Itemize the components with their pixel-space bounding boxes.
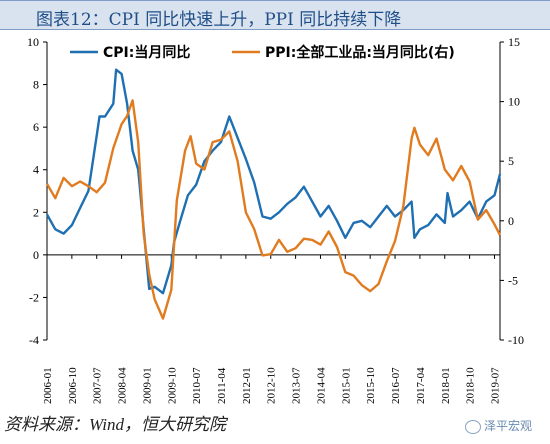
x-tick-label: 2009-01 bbox=[141, 367, 153, 404]
wechat-logo-icon bbox=[465, 419, 481, 434]
x-tick-label: 2012-10 bbox=[266, 367, 278, 404]
watermark: 泽平宏观 bbox=[465, 417, 532, 434]
x-tick-label: 2007-07 bbox=[92, 367, 104, 404]
x-tick-label: 2011-04 bbox=[216, 367, 228, 404]
x-tick-label: 2013-07 bbox=[291, 367, 303, 404]
y-left-tick-label: -2 bbox=[29, 290, 39, 304]
x-tick-label: 2018-10 bbox=[465, 367, 477, 404]
chart-title: 图表12：CPI 同比快速上升，PPI 同比持续下降 bbox=[36, 10, 402, 30]
cpi-series-line bbox=[45, 68, 502, 295]
x-tick-label: 2018-01 bbox=[440, 367, 452, 404]
watermark-text: 泽平宏观 bbox=[484, 419, 533, 433]
y-right-tick-label: -10 bbox=[508, 333, 524, 347]
x-tick-label: 2009-10 bbox=[166, 367, 178, 404]
y-left-tick-label: -4 bbox=[29, 333, 39, 347]
x-tick-label: 2019-07 bbox=[489, 367, 501, 404]
x-tick-label: 2015-10 bbox=[365, 367, 377, 404]
line-chart: -4 -2 0 2 4 6 8 10 -10 -5 0 5 10 15 2006-01 2006-10 2007… bbox=[27, 35, 524, 404]
ppi-series-line bbox=[45, 99, 502, 320]
x-tick-label: 2006-01 bbox=[42, 367, 54, 404]
x-tick-label: 2010-07 bbox=[191, 367, 203, 404]
y-right-tick-label: 5 bbox=[508, 154, 514, 168]
y-right-tick-label: 15 bbox=[508, 35, 520, 49]
x-tick-label: 2015-01 bbox=[340, 367, 352, 404]
x-tick-label: 2014-04 bbox=[315, 367, 327, 404]
y-left-tick-label: 10 bbox=[27, 35, 39, 49]
y-left-tick-label: 4 bbox=[33, 163, 39, 177]
y-right-tick-label: 10 bbox=[508, 95, 520, 109]
x-tick-label: 2006-10 bbox=[67, 367, 79, 404]
y-left-tick-label: 2 bbox=[33, 205, 39, 219]
y-left-tick-label: 6 bbox=[33, 120, 39, 134]
y-right-tick-label: 0 bbox=[508, 214, 514, 228]
x-tick-label: 2012-01 bbox=[241, 367, 253, 404]
y-left-tick-label: 8 bbox=[33, 78, 39, 92]
legend-cpi-label: CPI:当月同比 bbox=[103, 44, 190, 61]
y-right-tick-label: -5 bbox=[508, 273, 518, 287]
y-left-tick-label: 0 bbox=[33, 248, 39, 262]
x-tick-label: 2016-07 bbox=[390, 367, 402, 404]
legend-ppi-label: PPI:全部工业品:当月同比(右) bbox=[265, 44, 455, 61]
x-tick-label: 2008-04 bbox=[117, 367, 129, 404]
chart-title-bar: 图表12：CPI 同比快速上升，PPI 同比持续下降 bbox=[0, 0, 550, 30]
x-tick-label: 2017-04 bbox=[415, 367, 427, 404]
data-source: 资料来源：Wind，恒大研究院 bbox=[4, 415, 226, 434]
